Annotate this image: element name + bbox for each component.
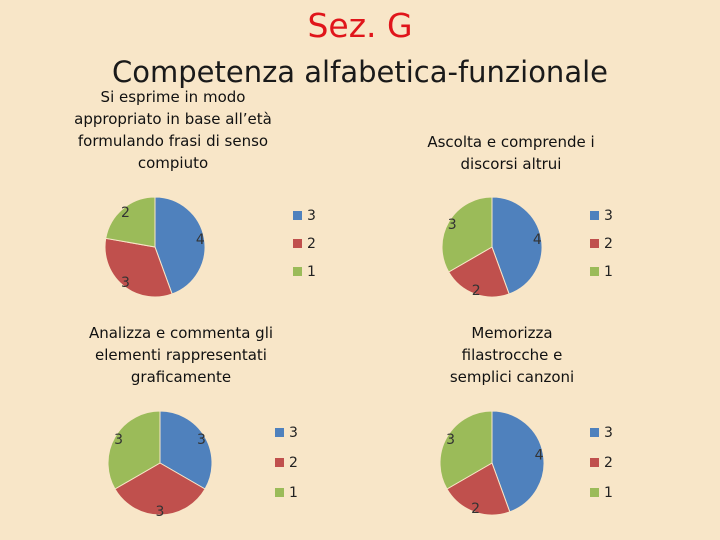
chart-2-title: Ascolta e comprende i discorsi altrui: [427, 133, 595, 173]
pie-chart-4: 4 2 3 3 2 1: [439, 410, 613, 517]
pie-chart-2: 4 2 3 3 2 1: [441, 196, 613, 299]
chart-3-legend-label-2: 2: [289, 455, 298, 471]
chart-1-data-label-1: 2: [121, 205, 130, 221]
chart-1-slice-2: [104, 237, 173, 298]
chart-3-legend-swatch-2: [275, 458, 284, 467]
chart-4-data-label-1: 3: [446, 432, 455, 448]
chart-2-legend-label-2: 2: [604, 236, 613, 252]
chart-3-data-label-1: 3: [114, 432, 123, 448]
chart-3-slice-2: [114, 462, 206, 516]
chart-2-data-label-1: 3: [448, 217, 457, 233]
chart-3-legend-swatch-3: [275, 428, 284, 437]
pie-chart-3: 3 3 3 3 2 1: [107, 410, 298, 520]
chart-1-slice-1: [105, 196, 156, 248]
chart-4-legend-swatch-3: [590, 428, 599, 437]
chart-1-legend-label-3: 3: [307, 208, 316, 224]
chart-2-legend-swatch-2: [590, 239, 599, 248]
chart-2-slice-3: [491, 196, 543, 295]
chart-2-data-label-3: 4: [533, 232, 542, 248]
chart-2-legend-swatch-1: [590, 267, 599, 276]
chart-3-data-label-3: 3: [197, 432, 206, 448]
chart-4-legend-label-3: 3: [604, 425, 613, 441]
chart-1-data-label-3: 4: [196, 232, 205, 248]
chart-2-slice-1: [441, 196, 493, 273]
chart-4-data-label-3: 4: [535, 448, 544, 464]
chart-1-data-label-2: 3: [121, 275, 130, 291]
chart-3-legend-swatch-1: [275, 488, 284, 497]
chart-1-legend-swatch-1: [293, 267, 302, 276]
page-subtitle: Competenza alfabetica-funzionale: [111, 55, 608, 89]
chart-4-legend-label-2: 2: [604, 455, 613, 471]
chart-3-legend-label-3: 3: [289, 425, 298, 441]
chart-2-legend-label-1: 1: [604, 264, 613, 280]
chart-2-legend-label-3: 3: [604, 208, 613, 224]
chart-1-legend-swatch-2: [293, 239, 302, 248]
chart-3-slice-1: [107, 410, 161, 490]
chart-1-slice-3: [154, 196, 206, 295]
chart-4-legend-swatch-1: [590, 488, 599, 497]
page-title: Sez. G: [307, 6, 413, 45]
chart-2-legend-swatch-3: [590, 211, 599, 220]
chart-4-legend-label-1: 1: [604, 485, 613, 501]
chart-3-slice-3: [159, 410, 213, 490]
chart-1-legend-label-1: 1: [307, 264, 316, 280]
chart-4-data-label-2: 2: [471, 501, 480, 517]
chart-1-legend-swatch-3: [293, 211, 302, 220]
chart-3-title: Analizza e commenta gli elementi rappres…: [88, 324, 274, 386]
chart-1-legend-label-2: 2: [307, 236, 316, 252]
chart-3-legend-label-1: 1: [289, 485, 298, 501]
chart-2-slice-2: [448, 246, 510, 298]
chart-1-title: Si esprime in modo appropriato in base a…: [74, 88, 272, 172]
chart-4-title: Memorizza filastrocche e semplici canzon…: [449, 324, 575, 386]
chart-3-data-label-2: 3: [156, 504, 165, 520]
chart-2-data-label-2: 2: [472, 283, 481, 299]
chart-4-legend-swatch-2: [590, 458, 599, 467]
chart-4-slice-1: [439, 410, 493, 490]
chart-4-slice-3: [491, 410, 545, 513]
pie-chart-1: 4 3 2 3 2 1: [104, 196, 316, 298]
chart-4-slice-2: [446, 462, 511, 516]
